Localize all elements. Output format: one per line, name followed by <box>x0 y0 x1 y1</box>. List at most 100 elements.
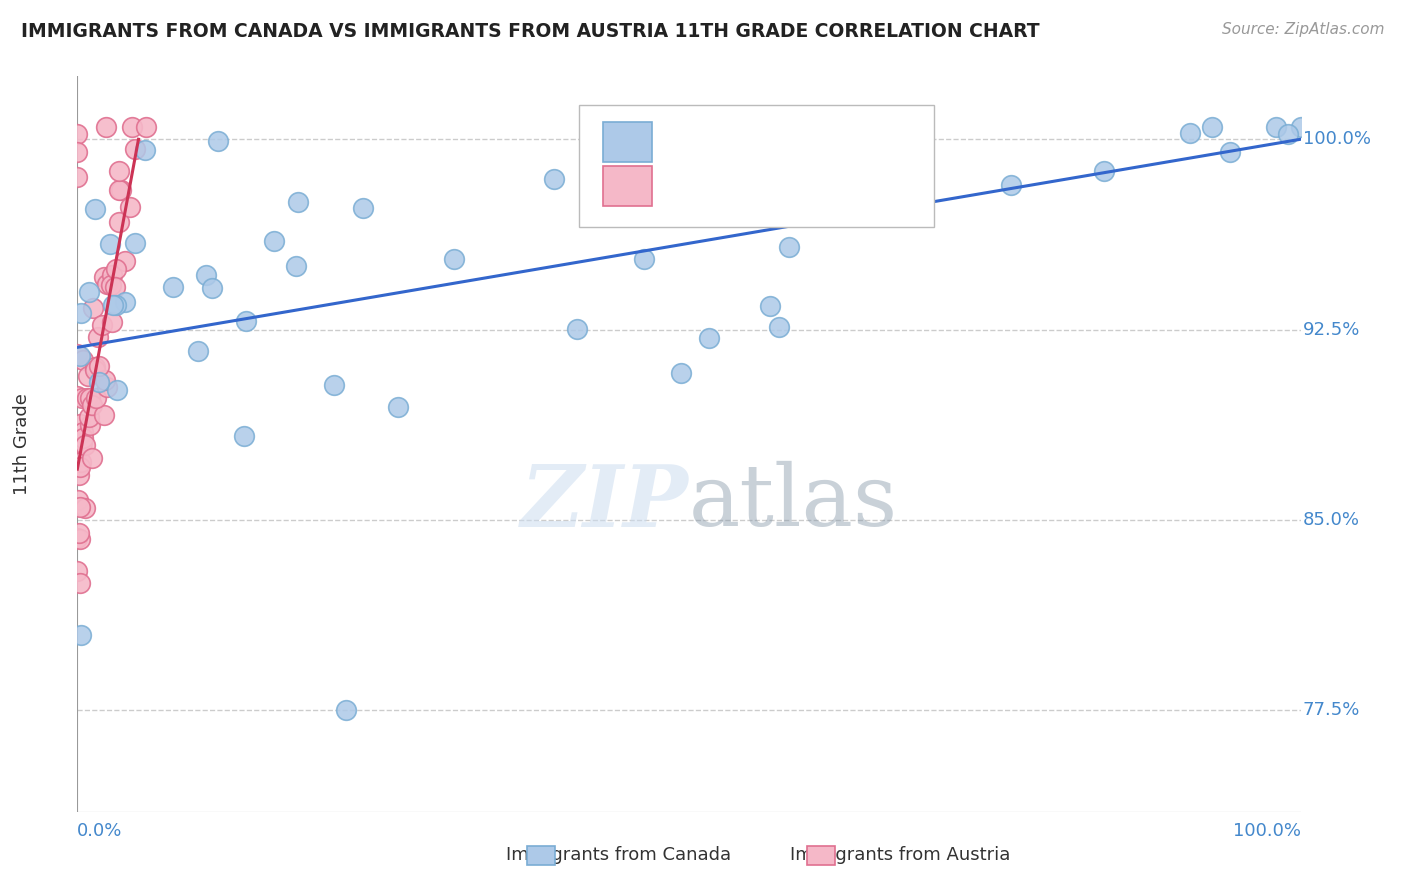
Point <box>904 179 927 194</box>
Point <box>87 359 110 373</box>
Point <box>387 400 409 414</box>
Text: IMMIGRANTS FROM CANADA VS IMMIGRANTS FROM AUSTRIA 11TH GRADE CORRELATION CHART: IMMIGRANTS FROM CANADA VS IMMIGRANTS FRO… <box>21 22 1039 41</box>
Text: 0.0%: 0.0% <box>77 822 122 840</box>
Point <box>67 525 90 540</box>
Point <box>107 183 129 197</box>
Point <box>84 359 107 374</box>
FancyBboxPatch shape <box>603 166 652 206</box>
Text: Immigrants from Austria: Immigrants from Austria <box>790 846 1010 863</box>
Point <box>98 236 121 251</box>
Point <box>108 214 131 228</box>
Point <box>124 235 146 250</box>
Point <box>72 425 94 439</box>
Point <box>75 500 97 515</box>
Point <box>66 459 89 474</box>
Point <box>89 375 111 389</box>
Point <box>69 532 91 546</box>
Point <box>93 270 115 285</box>
Point <box>79 409 101 424</box>
Point <box>72 353 94 368</box>
FancyBboxPatch shape <box>579 105 934 227</box>
Point <box>207 134 229 148</box>
Point <box>263 234 285 248</box>
Point <box>107 383 129 397</box>
Point <box>195 268 218 282</box>
Point <box>352 201 374 215</box>
Text: 77.5%: 77.5% <box>1303 701 1361 719</box>
Point <box>101 268 124 282</box>
Point <box>93 408 115 422</box>
Point <box>66 145 89 159</box>
Point <box>72 431 94 445</box>
Point <box>285 259 308 273</box>
Point <box>335 703 357 717</box>
Point <box>134 144 156 158</box>
Point <box>1277 127 1299 141</box>
Point <box>96 380 118 394</box>
Point <box>322 378 344 392</box>
Point <box>67 493 90 508</box>
Point <box>90 318 112 333</box>
Point <box>120 200 142 214</box>
Point <box>66 347 89 361</box>
Point <box>114 253 136 268</box>
Point <box>94 373 117 387</box>
Text: 92.5%: 92.5% <box>1303 320 1361 339</box>
Point <box>73 438 96 452</box>
Point <box>70 306 93 320</box>
Text: R = 0.423   N = 58: R = 0.423 N = 58 <box>675 177 875 195</box>
Point <box>124 142 146 156</box>
Point <box>77 369 100 384</box>
Point <box>66 170 89 185</box>
Point <box>77 285 100 299</box>
Point <box>84 363 107 377</box>
Point <box>543 171 565 186</box>
Point <box>697 331 720 345</box>
Point <box>69 460 91 475</box>
Point <box>1289 120 1312 134</box>
Point <box>1000 178 1022 192</box>
Point <box>66 564 89 578</box>
Point <box>287 194 309 209</box>
Point <box>79 418 101 433</box>
Point <box>565 322 588 336</box>
Point <box>121 120 143 134</box>
Point <box>105 298 128 312</box>
Point <box>872 120 894 134</box>
Point <box>72 435 94 450</box>
Point <box>69 417 91 431</box>
Point <box>66 531 89 545</box>
Point <box>187 343 209 358</box>
Text: 11th Grade: 11th Grade <box>13 392 31 495</box>
Point <box>100 278 122 293</box>
Point <box>69 576 91 591</box>
Point <box>135 120 157 134</box>
Text: 100.0%: 100.0% <box>1233 822 1301 840</box>
Point <box>70 391 93 405</box>
Point <box>84 202 107 217</box>
Point <box>1219 145 1241 159</box>
Point <box>200 281 222 295</box>
Point <box>107 163 129 178</box>
Point <box>80 450 103 465</box>
Point <box>103 280 125 294</box>
Point <box>70 628 93 642</box>
Point <box>1092 163 1115 178</box>
Point <box>443 252 465 266</box>
Point <box>114 294 136 309</box>
Point <box>67 467 90 482</box>
Point <box>76 391 98 405</box>
Point <box>82 398 104 412</box>
Point <box>66 389 89 403</box>
Point <box>87 330 110 344</box>
Text: 85.0%: 85.0% <box>1303 511 1360 529</box>
Point <box>669 366 692 380</box>
Point <box>69 454 91 468</box>
Point <box>69 500 91 515</box>
Text: ZIP: ZIP <box>522 461 689 544</box>
Text: 100.0%: 100.0% <box>1303 130 1371 148</box>
Point <box>96 277 118 292</box>
Point <box>768 319 790 334</box>
Point <box>1201 120 1223 134</box>
Point <box>633 252 655 266</box>
